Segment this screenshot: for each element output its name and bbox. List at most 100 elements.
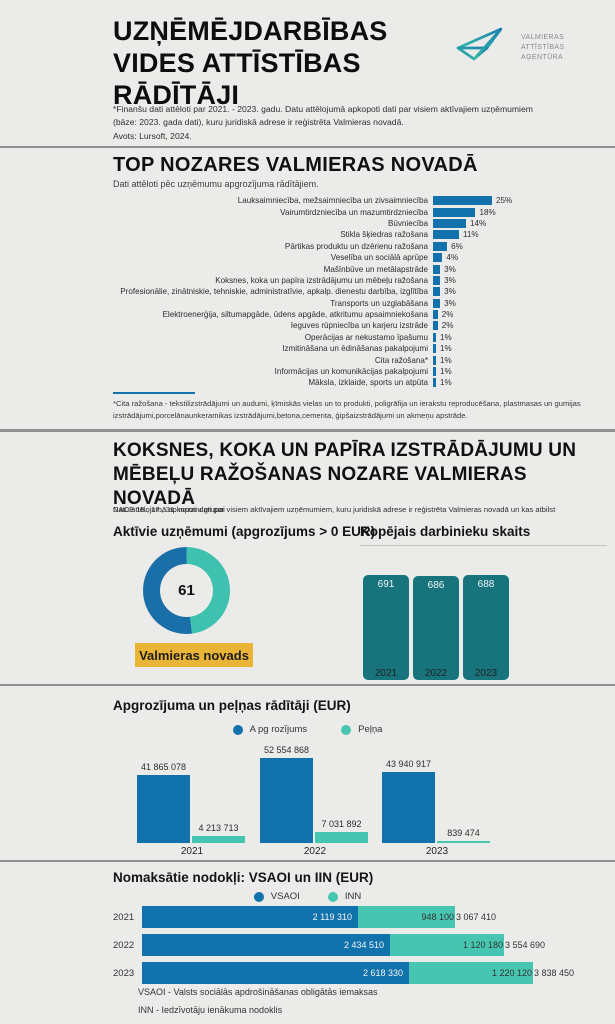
vsaoi-value-label: 2 119 310 <box>312 912 352 922</box>
sector-value-label: 4% <box>446 253 459 263</box>
tax-footnote-line: VSAOI - Valsts sociālās apdrošināšanas o… <box>138 987 378 997</box>
active-companies-heading: Aktīvie uzņēmumi (apgrozījums > 0 EUR) <box>113 524 376 539</box>
agency-name: VALMIERAS ATTĪSTĪBAS AĢENTŪRA <box>521 33 565 62</box>
sector-value-label: 6% <box>451 241 463 251</box>
turnover-bar-value: 43 940 917 <box>385 759 432 769</box>
sector-bar-row: Mašīnbūve un metālapstrāde 3% <box>40 263 600 274</box>
industry-section-title: KOKSNES, KOKA UN PAPĪRA IZSTRĀDĀJUMU UN … <box>113 439 583 510</box>
top-sectors-footnote: *Cita ražošana - tekstilizstrādājumi un … <box>113 398 593 422</box>
page-title-line: UZŅĒMĒJDARBĪBAS <box>113 16 388 46</box>
sector-bar-row: Operācijas ar nekustamo īpašumu 1% <box>40 332 600 343</box>
sector-label: Operācijas ar nekustamo īpašumu <box>304 332 428 342</box>
agency-name-line: ATTĪSTĪBAS <box>521 43 565 51</box>
turnover-profit-chart: 41 865 078 4 213 713 52 554 868 7 031 892 43… <box>113 740 533 860</box>
sector-label: Stikla šķiedras ražošana <box>340 230 428 240</box>
employee-bar: 686 <box>413 576 459 680</box>
turnover-bar <box>382 772 435 843</box>
profit-bar <box>437 841 490 843</box>
sector-label: Cita ražošana* <box>374 355 428 365</box>
top-sectors-subtitle: Dati attēloti pēc uzņēmumu apgrozījuma r… <box>113 179 319 189</box>
tax-total-label: 3 554 690 <box>505 940 546 950</box>
sector-bar <box>433 241 448 251</box>
tax-total-label: 3 067 410 <box>456 912 497 922</box>
sector-value-label: 2% <box>441 310 454 320</box>
inn-bar-segment: 1 120 180 <box>390 934 504 956</box>
tax-year-label: 2022 <box>113 939 135 951</box>
employee-bar: 688 <box>463 575 509 680</box>
profit-legend-dot-icon <box>341 724 352 735</box>
section-divider <box>0 429 615 432</box>
employees-heading: Kopējais darbinieku skaits <box>360 524 531 539</box>
sector-bar <box>433 207 476 217</box>
footnote-rule <box>113 392 195 394</box>
agency-name-line: VALMIERAS <box>521 34 565 41</box>
profit-bar-value: 7 031 892 <box>321 819 362 829</box>
sector-bar-row: Ieguves rūpniecība un karjeru izstrāde 2% <box>40 320 600 331</box>
sector-value-label: 1% <box>440 378 452 388</box>
sector-bar <box>433 310 438 320</box>
sector-bar <box>433 332 436 342</box>
sector-bar-row: Koksnes, koka un papīra izstrādājumu un … <box>40 275 600 286</box>
vsaoi-legend-dot-icon <box>253 891 264 902</box>
tax-footnotes: VSAOI - Valsts sociālās apdrošināšanas o… <box>138 984 377 1019</box>
sector-bar <box>433 321 438 331</box>
employees-heading-rule <box>360 545 607 546</box>
sector-label: Lauksaimniecība, mežsaimniecība un zivsa… <box>237 196 428 206</box>
employee-bar-year: 2022 <box>424 668 448 679</box>
sector-bar <box>433 275 441 285</box>
profit-bar <box>192 836 245 843</box>
vsaoi-bar-segment: 2 119 310 <box>142 906 358 928</box>
employees-chart: 691 2021 686 2022 688 2023 <box>363 558 523 680</box>
turnover-bar-value: 52 554 868 <box>263 745 310 755</box>
turnover-bar <box>137 775 190 843</box>
active-companies-count: 61 <box>178 582 195 599</box>
header-note-line: (bāze: 2023. gada dati), kuru juridiskā … <box>113 117 404 128</box>
industry-title-line: NOVADĀ <box>113 487 196 509</box>
inn-bar-segment: 948 100 <box>358 906 455 928</box>
sector-bar <box>433 367 436 377</box>
inn-legend-dot-icon <box>327 891 338 902</box>
sector-bar <box>433 298 441 308</box>
turnover-year-label: 2021 <box>180 846 204 857</box>
sector-bar-row: Cita ražošana* 1% <box>40 354 600 365</box>
tax-legend: VSAOI INN <box>0 891 615 902</box>
employee-bar-year: 2021 <box>374 668 398 679</box>
footnote-line: izstrādājumi,porcelānaunkeramikas izstrā… <box>113 410 468 420</box>
sector-bar-row: Lauksaimniecība, mežsaimniecība un zivsa… <box>40 195 600 206</box>
sector-value-label: 25% <box>496 196 513 206</box>
tax-section-title: Nomaksātie nodokļi: VSAOI un IIN (EUR) <box>113 870 374 885</box>
legend-item-inn: INN <box>327 891 361 902</box>
turnover-section-title: Apgrozījuma un peļņas rādītāji (EUR) <box>113 698 351 713</box>
legend-label: VSAOI <box>270 891 300 902</box>
tax-year-label: 2023 <box>113 967 135 979</box>
employee-bar-value: 686 <box>427 580 445 591</box>
sector-bar <box>433 287 441 297</box>
turnover-bar-value: 41 865 078 <box>140 762 187 772</box>
sector-label: Vairumtirdzniecība un mazumtirdzniecība <box>280 207 428 217</box>
page-title: UZŅĒMĒJDARBĪBAS VIDES ATTĪSTĪBAS RĀDĪTĀJ… <box>113 16 388 112</box>
page-title-line: VIDES ATTĪSTĪBAS <box>113 47 361 78</box>
region-badge: Valmieras novads <box>135 643 253 667</box>
sector-label: Koksnes, koka un papīra izstrādājumu un … <box>215 275 428 285</box>
profit-bar-value: 839 474 <box>447 828 480 838</box>
section-divider <box>0 860 615 862</box>
sector-bar <box>433 253 443 263</box>
sector-bar <box>433 230 459 240</box>
sector-value-label: 3% <box>444 287 456 297</box>
sector-label: Transports un uzglabāšana <box>330 298 428 308</box>
sector-value-label: 2% <box>441 321 454 331</box>
sector-bar-row: Veselība un sociālā aprūpe 4% <box>40 252 600 263</box>
sector-label: Māksla, izklaide, sports un atpūta <box>308 378 428 388</box>
tax-chart: 2021 2 119 310 948 100 3 067 410 2022 2 434 5… <box>113 906 613 990</box>
section-divider <box>0 146 615 148</box>
page-title-line: RĀDĪTĀJI <box>113 79 240 110</box>
sector-value-label: 1% <box>440 367 452 377</box>
sector-value-label: 14% <box>470 218 487 228</box>
sector-value-label: 3% <box>444 264 456 274</box>
industry-title-line: KOKSNES, KOKA UN PAPĪRA IZSTRĀDĀJUMU UN <box>113 440 577 461</box>
tax-total-label: 3 838 450 <box>534 968 575 978</box>
sector-bar-row: Būvniecība 14% <box>40 218 600 229</box>
legend-item-vsaoi: VSAOI <box>253 891 300 902</box>
sector-label: Pārtikas produktu un dzērienu ražošana <box>284 241 428 251</box>
